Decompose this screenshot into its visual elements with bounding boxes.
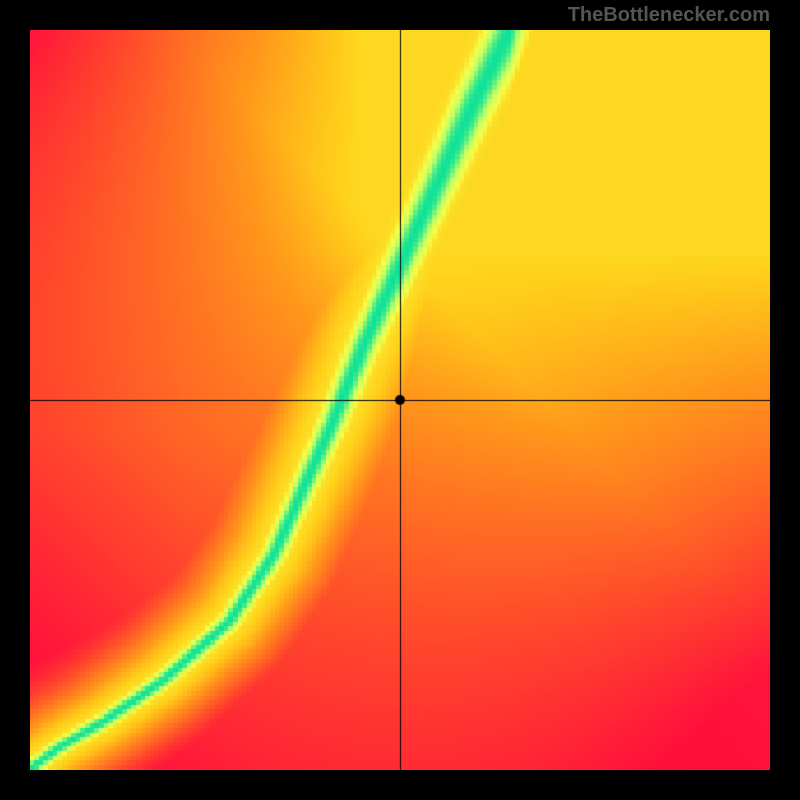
chart-container: TheBottlenecker.com — [0, 0, 800, 800]
watermark-text: TheBottlenecker.com — [568, 4, 770, 27]
heatmap-canvas — [30, 30, 770, 770]
